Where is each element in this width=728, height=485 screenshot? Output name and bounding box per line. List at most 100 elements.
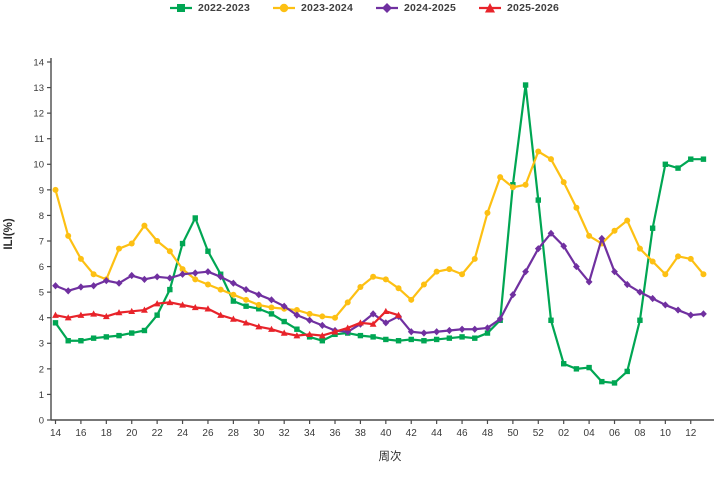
series-point-2024-2025 [611,268,618,276]
series-point-2024-2025 [293,311,301,319]
series-point-2022-2023 [243,303,249,309]
series-point-2024-2025 [573,262,580,271]
series-point-2023-2024 [497,174,504,181]
series-point-2023-2024 [649,258,656,265]
series-point-2025-2026 [382,307,390,315]
series-point-2025-2026 [77,311,85,318]
legend-label: 2025-2026 [507,2,560,14]
series-point-2023-2024 [624,217,631,224]
series-point-2023-2024 [77,255,84,262]
x-tick-label: 18 [101,428,113,439]
x-tick-label: 22 [152,428,164,439]
x-tick-label: 34 [304,428,316,439]
series-point-2023-2024 [573,204,580,211]
x-tick-label: 44 [431,428,443,439]
y-tick-label: 7 [39,236,44,247]
y-tick-label: 11 [34,134,44,145]
series-point-2022-2023 [103,334,110,340]
series-point-2023-2024 [332,314,339,321]
series-point-2025-2026 [255,323,263,330]
y-tick-label: 10 [33,160,44,171]
series-point-2023-2024 [586,232,593,239]
series-point-2023-2024 [204,281,211,288]
legend-item-2024-2025[interactable]: 2024-2025 [375,2,456,14]
series-point-2022-2023 [535,197,541,203]
series-point-2022-2023 [700,156,707,162]
legend-label: 2023-2024 [300,2,353,14]
series-point-2023-2024 [408,296,415,303]
series-point-2022-2023 [395,338,402,344]
y-axis-title: ILI(%) [3,218,15,250]
series-point-2024-2025 [484,324,491,332]
x-tick-label: 20 [126,428,138,439]
legend-item-2023-2024[interactable]: 2023-2024 [272,2,353,14]
series-point-2024-2025 [191,269,199,277]
series-point-2023-2024 [243,296,250,303]
series-point-2023-2024 [700,271,707,278]
x-tick-label: 30 [253,428,265,439]
y-tick-label: 4 [39,313,44,324]
series-point-2023-2024 [357,284,364,291]
y-tick-label: 6 [39,262,44,273]
series-point-2024-2025 [64,287,72,295]
series-point-2023-2024 [65,232,72,239]
x-axis-title: 周次 [378,451,402,463]
series-point-2025-2026 [128,307,136,315]
series-point-2024-2025 [585,278,593,286]
x-tick-label: 36 [329,428,341,439]
series-point-2023-2024 [370,273,377,280]
series-point-2024-2025 [560,242,568,250]
series-point-2025-2026 [268,325,275,332]
series-point-2024-2025 [407,328,415,336]
x-tick-label: 10 [660,428,672,439]
series-point-2023-2024 [547,156,554,163]
series-point-2023-2024 [687,255,694,262]
series-point-2022-2023 [78,338,84,344]
y-tick-label: 9 [39,185,44,196]
series-point-2022-2023 [675,165,681,171]
series-point-2022-2023 [154,312,160,318]
x-tick-label: 52 [533,428,545,439]
x-tick-label: 50 [507,428,519,439]
x-tick-label: 02 [558,428,570,439]
series-point-2022-2023 [52,320,59,326]
series-point-2022-2023 [433,336,440,343]
x-tick-label: 32 [279,428,291,439]
series-point-2023-2024 [420,281,427,288]
series-point-2024-2025 [90,282,98,290]
series-point-2024-2025 [306,316,313,324]
series-point-2022-2023 [319,338,326,344]
series-point-2024-2025 [229,279,237,287]
series-line-2025-2026 [54,301,400,337]
x-tick-label: 16 [75,428,87,439]
series-point-2024-2025 [547,229,555,237]
series-point-2025-2026 [52,311,59,318]
series-point-2022-2023 [167,286,173,293]
x-tick-label: 12 [685,428,697,439]
legend-item-2025-2026[interactable]: 2025-2026 [478,2,559,14]
series-point-2022-2023 [599,378,605,385]
series-point-2022-2023 [294,326,300,332]
series-point-2025-2026 [90,310,98,317]
series-point-2023-2024 [116,245,123,252]
legend-square-icon [169,4,192,12]
series-point-2024-2025 [623,280,631,289]
series-point-2022-2023 [484,330,491,336]
series-point-2024-2025 [77,283,85,291]
legend-item-2022-2023[interactable]: 2022-2023 [169,2,250,14]
series-line-2023-2024 [54,150,705,319]
x-tick-label: 08 [634,428,646,439]
series-point-2022-2023 [192,215,198,221]
series-point-2022-2023 [573,366,580,372]
series-point-2022-2023 [472,335,478,341]
series-point-2023-2024 [128,240,135,247]
series-point-2023-2024 [319,313,326,320]
series-point-2024-2025 [179,270,186,278]
series-point-2025-2026 [141,306,148,313]
series-point-2025-2026 [318,332,326,339]
series-point-2023-2024 [344,299,351,306]
series-point-2022-2023 [116,332,122,339]
series-point-2022-2023 [637,317,643,323]
series-point-2022-2023 [281,318,287,325]
series-point-2024-2025 [598,234,606,243]
